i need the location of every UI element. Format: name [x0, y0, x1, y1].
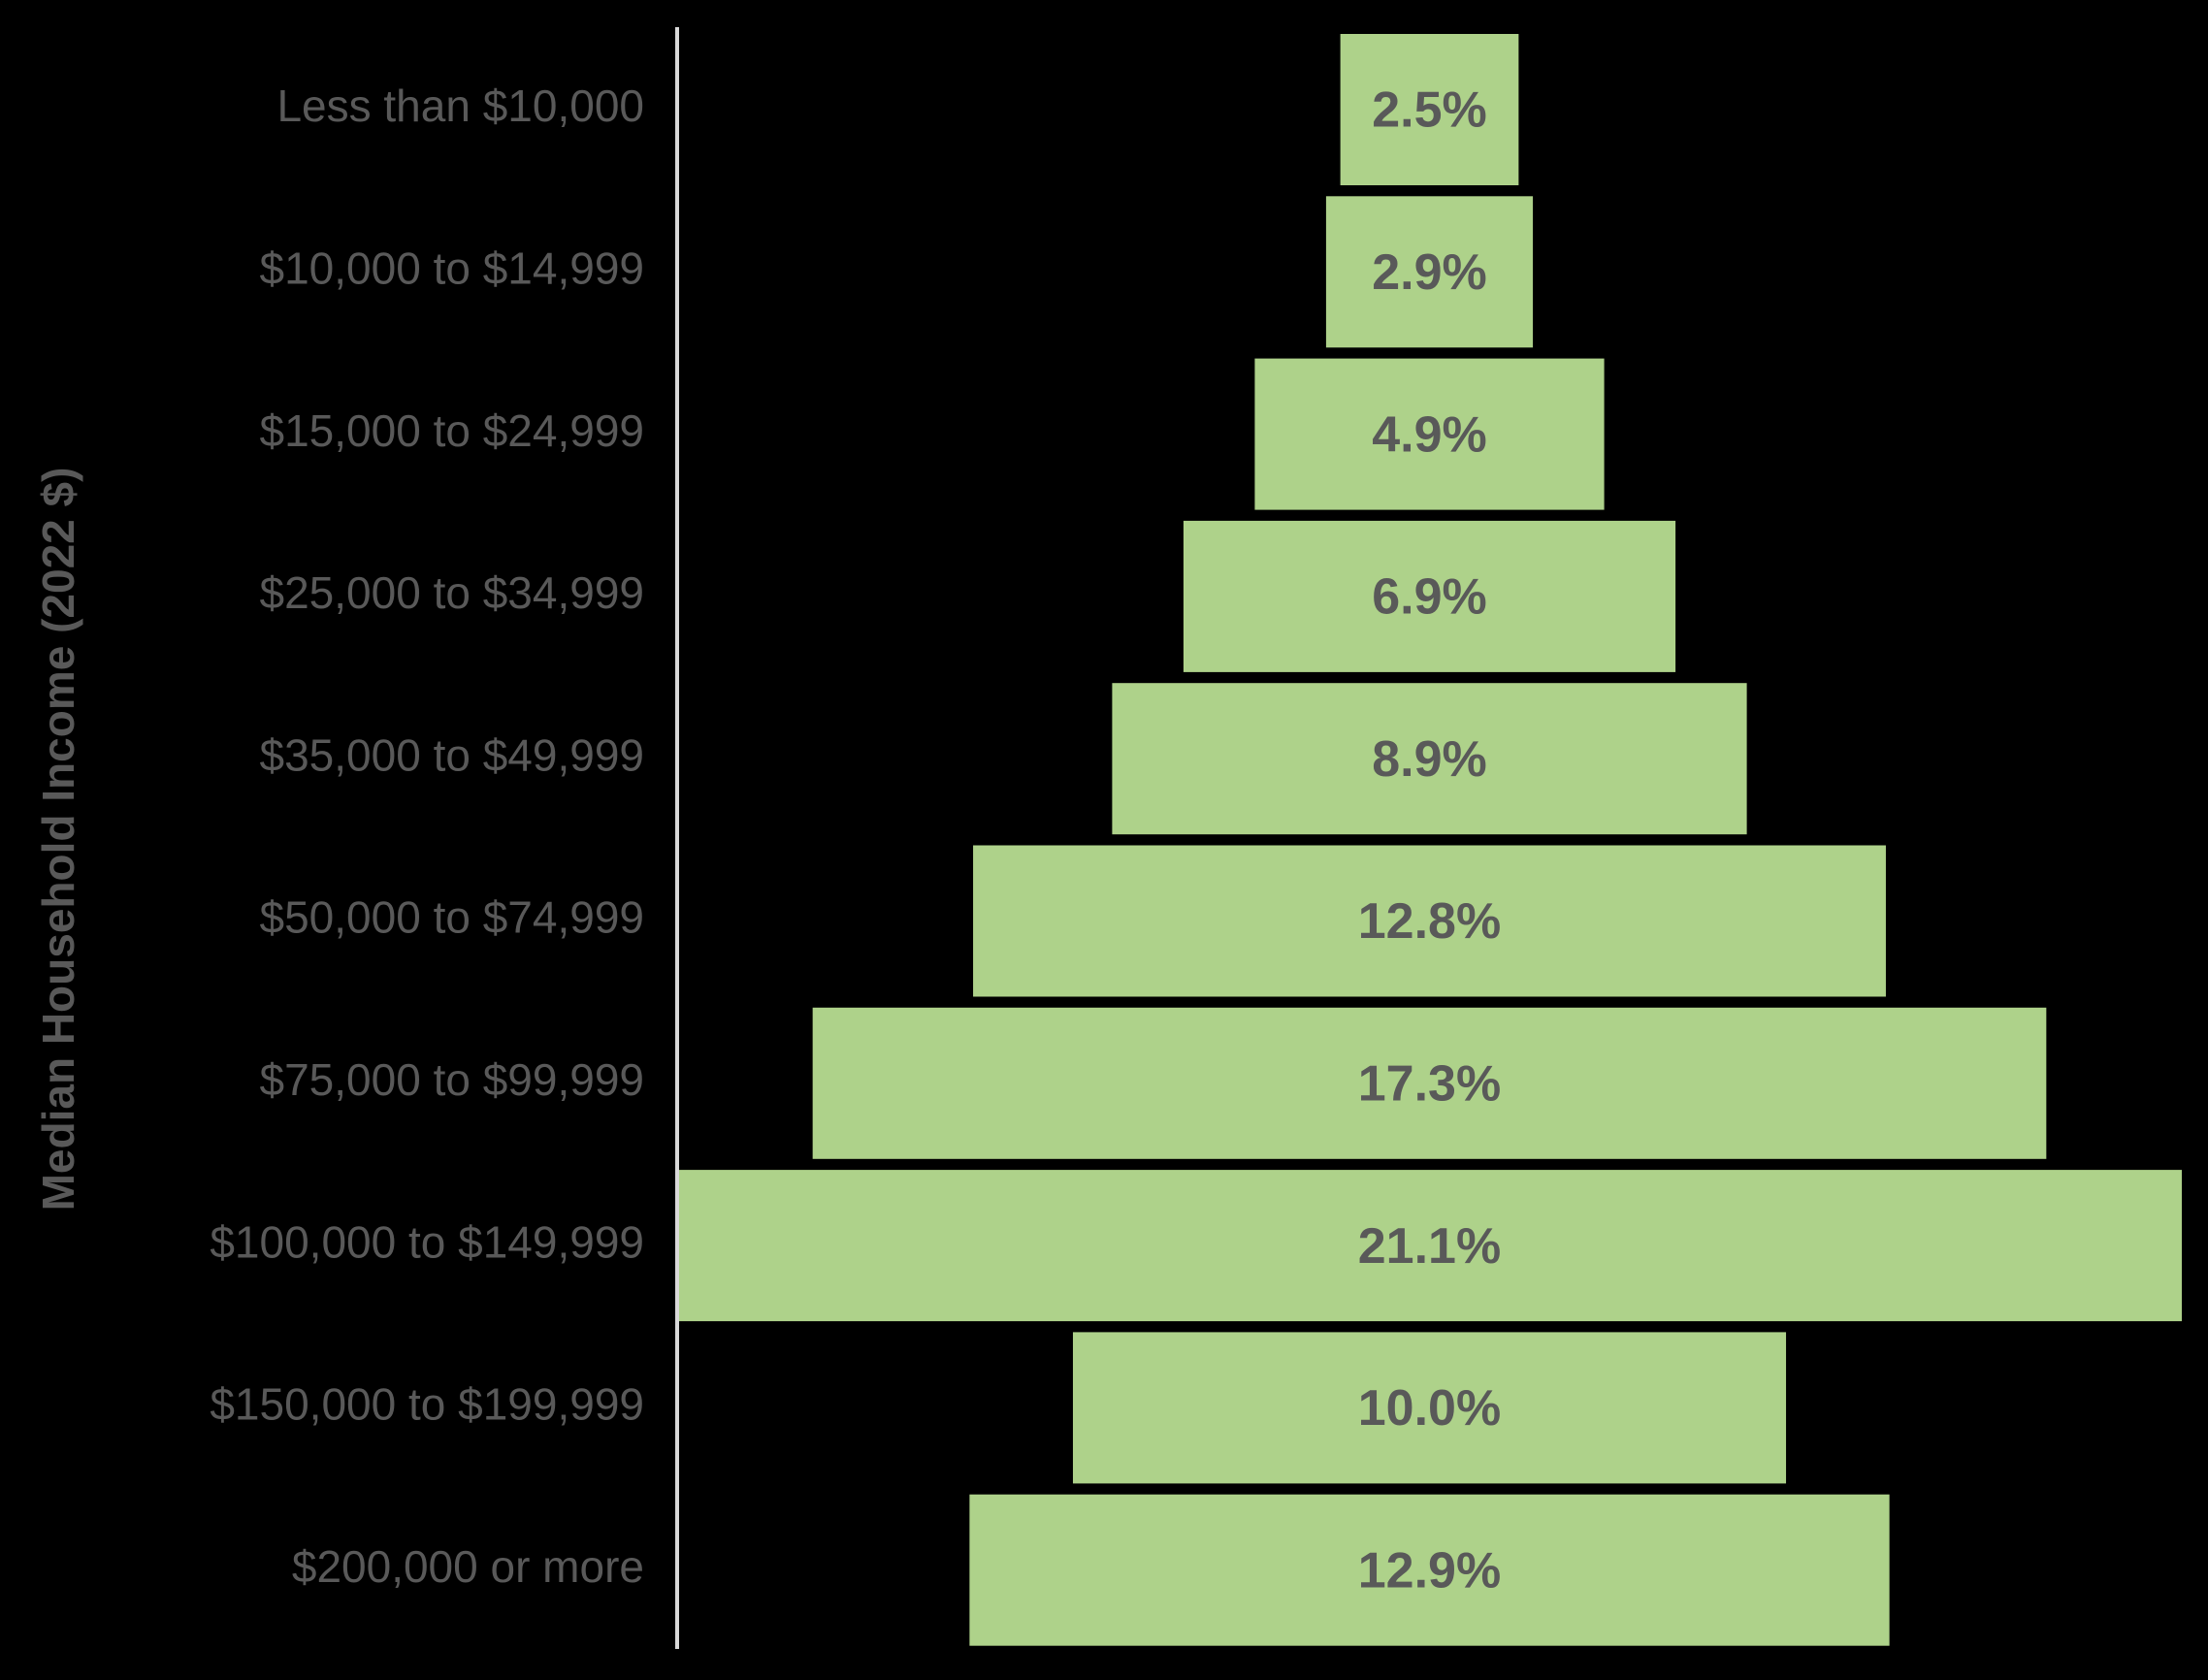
category-label-4: $25,000 to $34,999	[260, 567, 644, 618]
category-label-5: $35,000 to $49,999	[260, 729, 644, 780]
data-label-6: 12.8%	[1358, 893, 1501, 950]
category-label-8: $100,000 to $149,999	[210, 1216, 644, 1267]
y-axis-title: Median Household Income (2022 $)	[33, 468, 83, 1212]
bars-layer	[677, 34, 2182, 1646]
bar-10	[969, 1494, 1890, 1646]
bar-7	[812, 1007, 2047, 1159]
data-label-5: 8.9%	[1372, 731, 1487, 788]
category-label-10: $200,000 or more	[292, 1541, 644, 1592]
data-label-2: 2.9%	[1372, 244, 1487, 301]
bar-6	[973, 845, 1886, 997]
data-label-3: 4.9%	[1372, 406, 1487, 463]
bar-2	[1325, 196, 1534, 348]
bar-4	[1183, 520, 1676, 672]
data-label-9: 10.0%	[1358, 1380, 1501, 1437]
data-label-4: 6.9%	[1372, 569, 1487, 626]
bar-9	[1072, 1332, 1787, 1484]
data-label-7: 17.3%	[1358, 1056, 1501, 1113]
category-label-9: $150,000 to $199,999	[210, 1379, 644, 1430]
bar-8	[677, 1170, 2182, 1322]
category-label-7: $75,000 to $99,999	[260, 1054, 644, 1105]
category-label-3: $15,000 to $24,999	[260, 405, 644, 456]
data-label-1: 2.5%	[1372, 82, 1487, 139]
bar-3	[1254, 358, 1605, 510]
bar-5	[1112, 683, 1747, 835]
category-labels: Less than $10,000 $10,000 to $14,999 $15,0…	[210, 81, 644, 1592]
category-label-1: Less than $10,000	[276, 81, 644, 131]
category-label-6: $50,000 to $74,999	[260, 892, 644, 943]
bar-1	[1340, 34, 1519, 185]
data-labels: 2.5% 2.9% 4.9% 6.9% 8.9% 12.8% 17.3% 21.1% 10.0%…	[1358, 82, 1501, 1599]
data-label-10: 12.9%	[1358, 1542, 1501, 1599]
category-label-2: $10,000 to $14,999	[260, 242, 644, 293]
data-label-8: 21.1%	[1358, 1218, 1501, 1275]
